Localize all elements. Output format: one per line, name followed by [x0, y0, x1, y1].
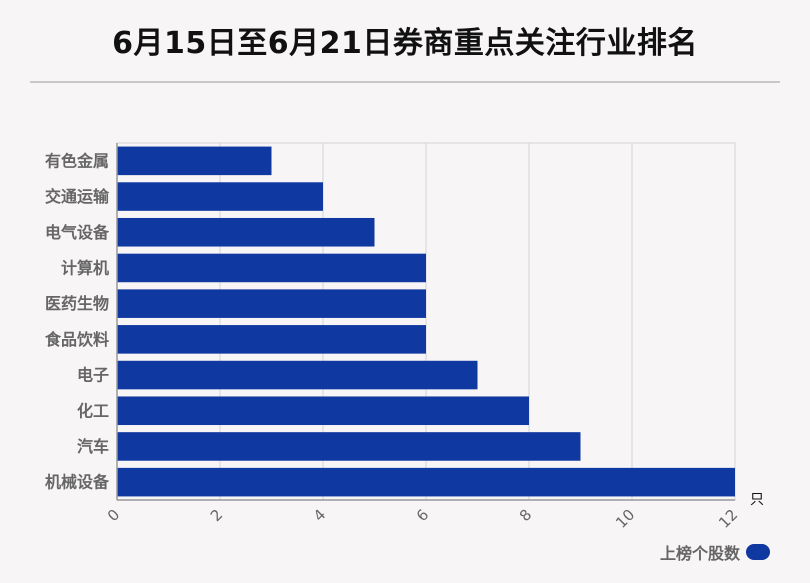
category-label: 计算机	[61, 258, 109, 277]
bar	[117, 182, 323, 211]
category-label: 机械设备	[45, 473, 110, 492]
x-tick-label: 2	[207, 506, 226, 525]
bar	[117, 432, 581, 461]
bar	[117, 360, 478, 390]
x-tick-label: 0	[104, 506, 123, 525]
legend-swatch	[746, 544, 770, 560]
chart-title: 6月15日至6月21日券商重点关注行业排名	[112, 26, 698, 61]
bar	[117, 146, 272, 176]
category-label: 化工	[77, 401, 109, 420]
x-unit-label: 只	[750, 492, 764, 508]
title-divider	[30, 81, 780, 83]
category-label: 电气设备	[45, 223, 110, 242]
bar	[117, 467, 735, 497]
bar	[117, 253, 426, 283]
category-label: 有色金属	[45, 151, 109, 170]
category-label: 汽车	[77, 437, 109, 456]
x-tick-label: 6	[413, 506, 432, 525]
x-tick-label: 4	[310, 506, 329, 525]
x-tick-label: 12	[715, 506, 741, 532]
x-tick-label: 10	[612, 506, 638, 532]
legend-label: 上榜个股数	[659, 544, 740, 563]
category-label: 电子	[77, 366, 109, 385]
bar	[117, 325, 426, 354]
bar	[117, 396, 529, 426]
bar	[117, 217, 375, 247]
legend: 上榜个股数	[660, 540, 770, 564]
bar	[117, 289, 426, 318]
category-label: 食品饮料	[44, 330, 109, 349]
category-label: 交通运输	[45, 187, 110, 206]
category-label: 医药生物	[45, 294, 109, 313]
x-tick-label: 8	[516, 506, 535, 525]
